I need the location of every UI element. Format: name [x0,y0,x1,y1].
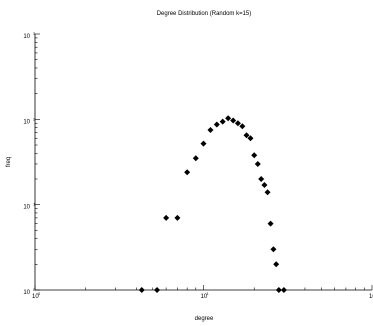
y-tick-label-base: 10 [23,119,30,125]
data-point [258,175,265,182]
chart-title: Degree Distribution (Random k=15) [157,11,252,17]
y-axis-label: freq [6,157,12,167]
x-axis-label: degree [195,316,214,322]
y-tick-label-base: 10 [23,205,30,211]
data-point [261,182,268,189]
data-point [213,121,220,128]
data-point [200,140,207,147]
y-tick-label: 103 [23,31,36,40]
y-tick-label-base: 10 [23,290,30,296]
data-point [239,123,246,130]
y-tick-label-exponent: 2 [33,116,36,121]
y-tick-label: 102 [23,116,36,125]
data-point [267,220,274,227]
data-point [243,132,250,139]
data-point [275,287,282,293]
data-point [207,126,214,133]
y-tick-label: 101 [23,202,36,211]
x-tick-label-exponent: 0 [38,291,41,296]
data-point [273,261,280,268]
data-point [280,287,287,293]
data-point [219,118,226,125]
y-tick-label-exponent: 0 [33,287,36,292]
data-point [270,246,277,253]
data-point [154,287,161,293]
x-tick-label-exponent: 1 [207,291,210,296]
data-point [234,120,241,127]
data-point [163,214,170,221]
data-points [138,115,287,293]
data-point [264,189,271,196]
y-tick-label-base: 10 [23,34,30,40]
x-tick-label: 100 [32,291,41,300]
x-tick-label: 102 [369,294,373,300]
data-point [174,214,181,221]
data-point [225,115,232,122]
data-point [138,287,145,293]
y-tick-label-exponent: 3 [33,31,36,36]
data-point [247,135,254,142]
y-tick-label-exponent: 1 [33,202,36,207]
x-tick-label-base: 10 [369,294,373,300]
axis-ticks: 100101102100101102103 [23,31,373,300]
x-tick-label-base: 10 [32,294,39,300]
data-point [192,155,199,162]
data-point [230,117,237,124]
data-point [251,152,258,159]
data-point [184,169,191,176]
x-tick-label-base: 10 [201,294,208,300]
x-tick-label: 101 [201,291,210,300]
data-point [254,160,261,167]
y-tick-label: 100 [23,287,36,296]
